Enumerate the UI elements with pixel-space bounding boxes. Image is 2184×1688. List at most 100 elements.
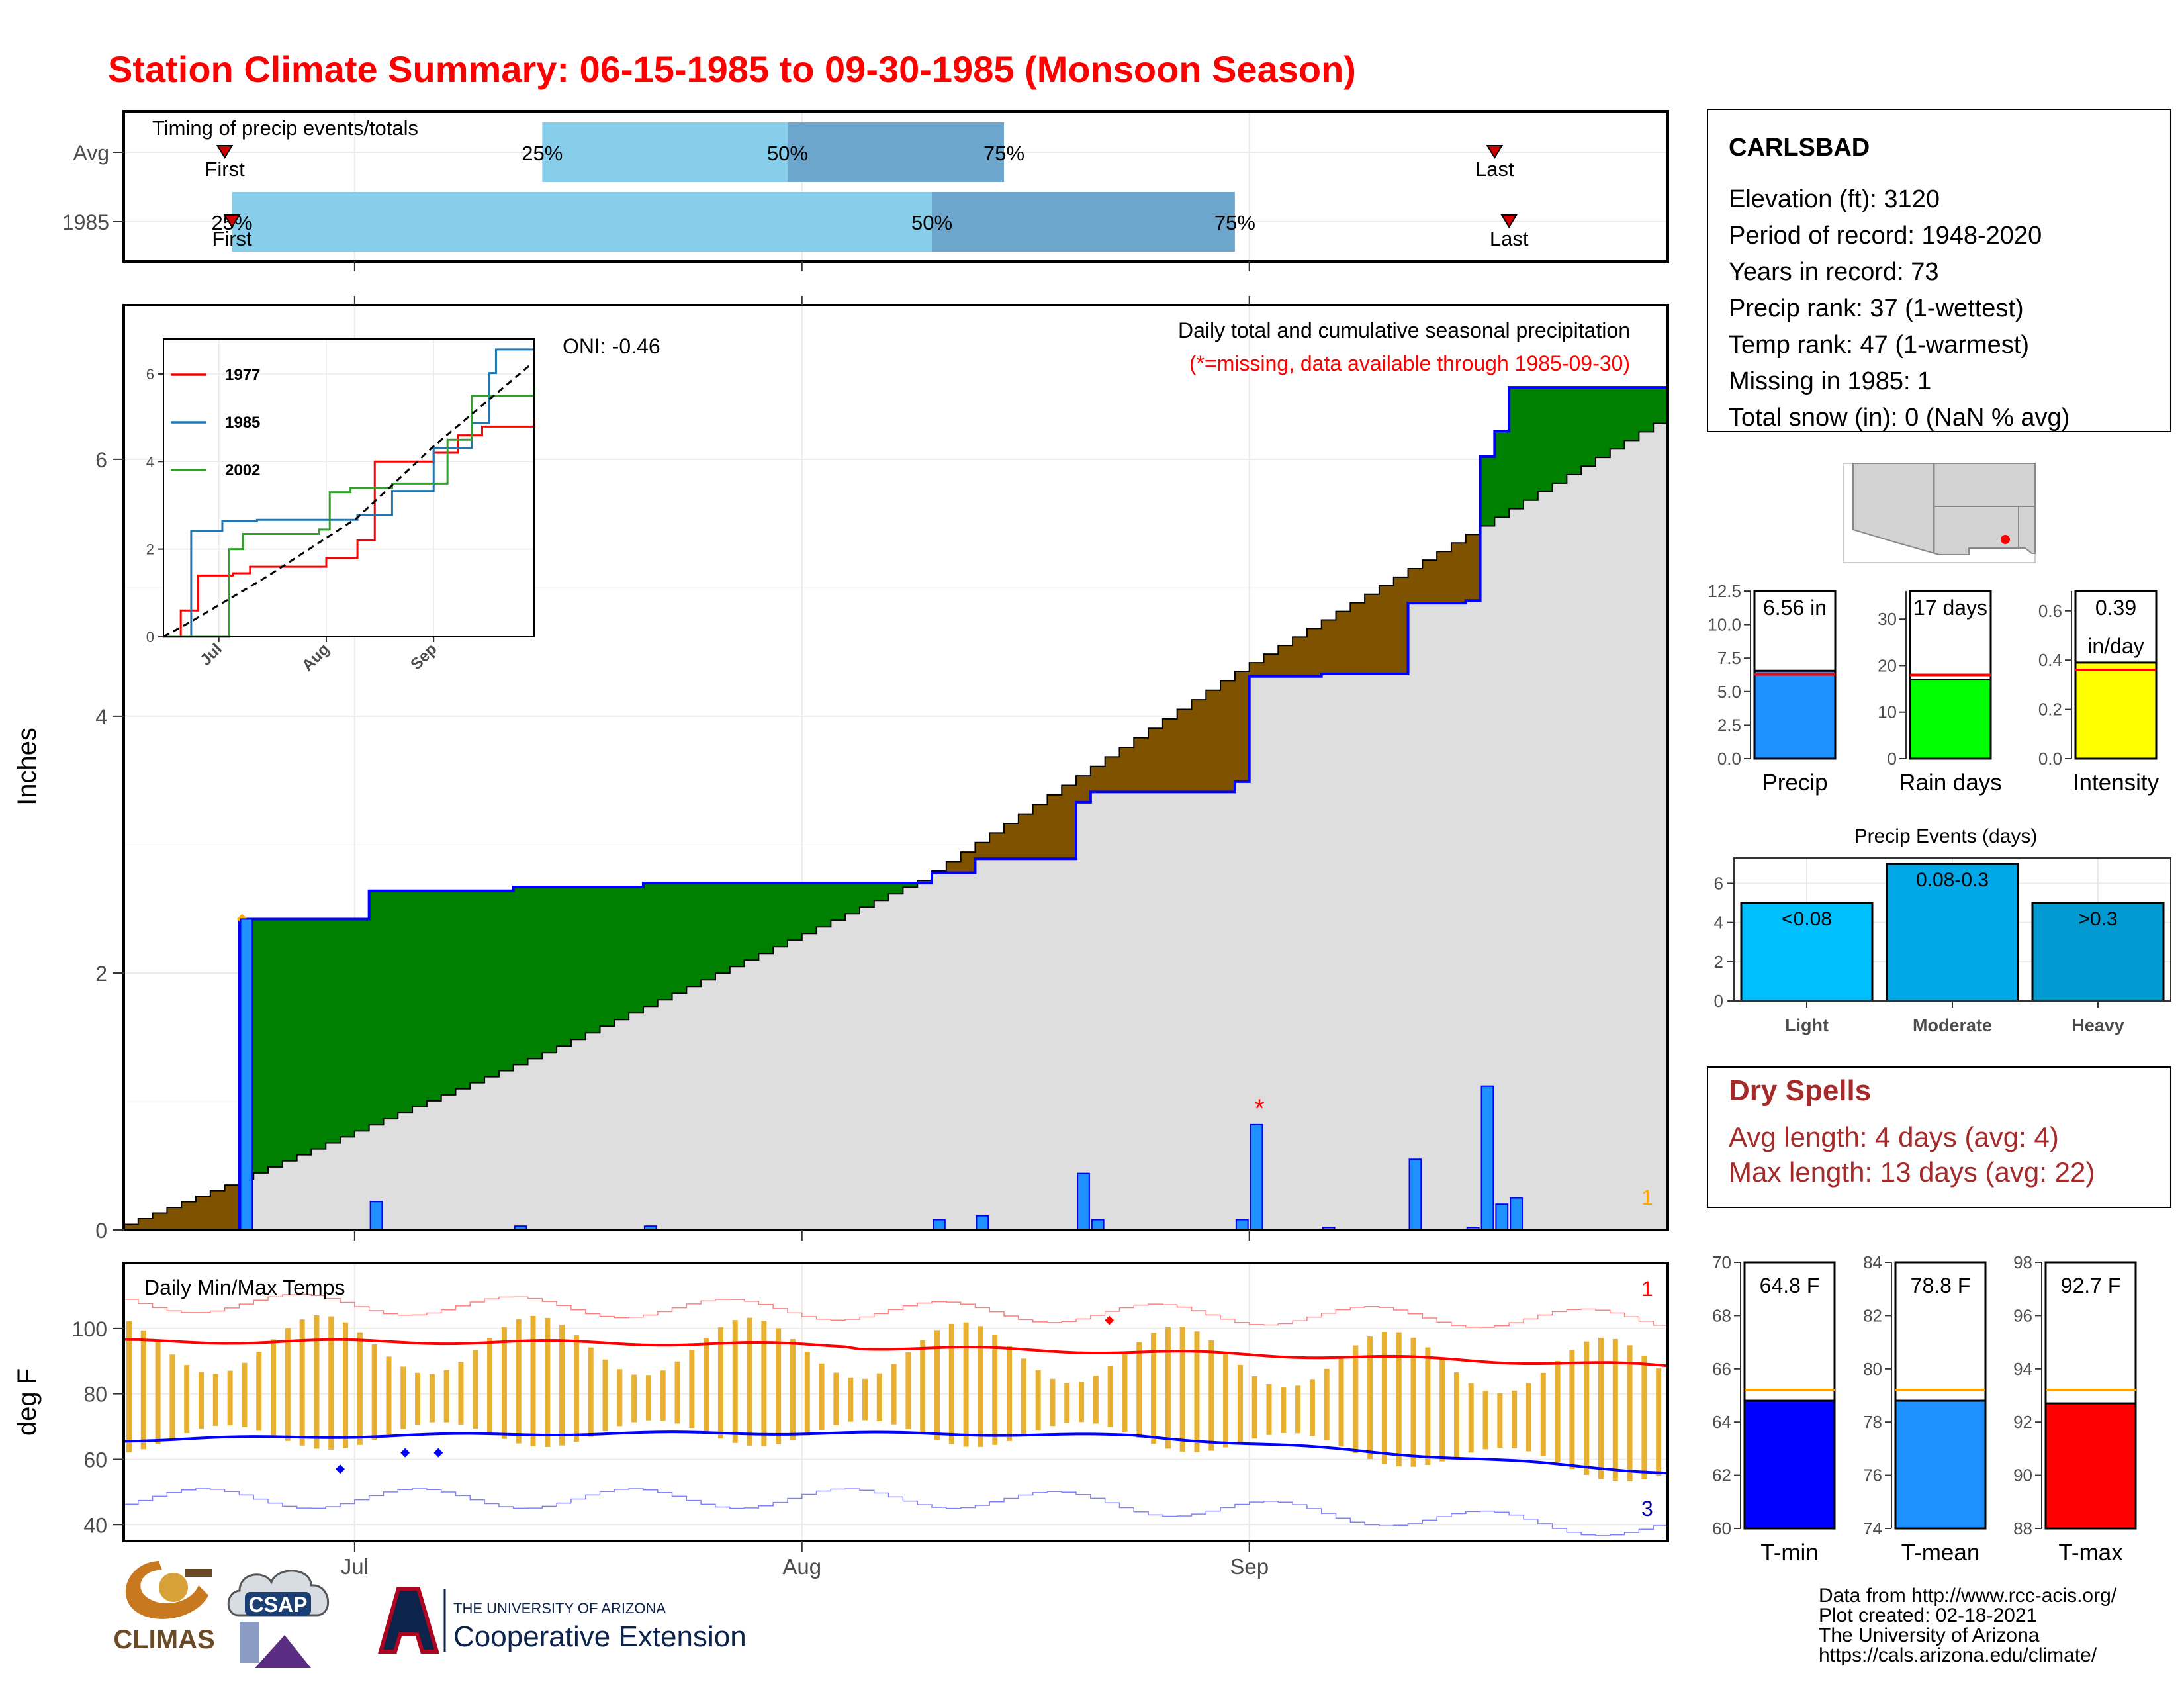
daily-temp-range-bar	[1439, 1359, 1445, 1462]
footer-line: Plot created: 02-18-2021	[1819, 1605, 2037, 1626]
dry-spells-avg: Avg length: 4 days (avg: 4)	[1729, 1121, 2059, 1152]
record-high-line	[124, 1293, 1668, 1328]
cumulative-fill-column	[1076, 802, 1091, 1230]
daily-temp-range-bar	[1627, 1345, 1633, 1481]
daily-temp-range-bar	[516, 1319, 522, 1444]
cumulative-fill-column	[426, 1100, 442, 1230]
cumulative-fill-column	[686, 986, 702, 1230]
daily-temp-range-bar	[1035, 1370, 1041, 1431]
summary-precip-value-label: 6.56 in	[1763, 596, 1827, 620]
station-name: CARLSBAD	[1729, 134, 1870, 162]
cumulative-fill-column	[874, 900, 889, 1230]
cumulative-fill-column	[498, 1070, 514, 1230]
cumulative-fill-column	[888, 894, 904, 1230]
daily-temp-range-bar	[1338, 1356, 1344, 1447]
cumulative-fill-column	[1379, 673, 1394, 1230]
cumulative-fill-column	[773, 947, 788, 1230]
daily-temp-range-bar	[862, 1378, 868, 1421]
cumulative-fill-column	[1523, 500, 1539, 1231]
deficit-area-column	[1365, 594, 1380, 674]
daily-temp-range-bar	[199, 1372, 205, 1429]
cumulative-fill-column	[1422, 603, 1437, 1230]
daily-temp-range-bar	[1324, 1368, 1330, 1441]
daily-temp-range-bar	[415, 1372, 421, 1425]
deficit-area-column	[1306, 628, 1322, 677]
surplus-area-column	[585, 886, 601, 1033]
daily-temp-range-bar	[848, 1377, 854, 1422]
inset-legend-label: 2002	[225, 461, 260, 479]
deficit-area-column	[1119, 747, 1134, 792]
climas-sun	[159, 1573, 188, 1602]
record-low-marker	[433, 1448, 443, 1458]
temp-t-min-tick-label: 68	[1712, 1305, 1731, 1325]
surplus-area-column	[513, 886, 529, 1065]
season-summary-bars: 0.0 2.5 5.0 7.5 10.0 12.5 6.56 in Precip 0 10 20 30…	[1707, 581, 2159, 796]
daily-temp-range-bar	[1050, 1378, 1056, 1427]
cumulative-fill-column	[557, 1046, 572, 1230]
surplus-area-column	[340, 919, 355, 1137]
daily-temp-range-bar	[126, 1321, 132, 1453]
cumulative-fill-column	[412, 1106, 428, 1230]
surplus-area-column	[542, 886, 557, 1053]
daily-temp-range-bar	[920, 1340, 926, 1435]
temp-t-max-tick-label: 96	[2013, 1305, 2032, 1325]
cumulative-fill-column	[1105, 792, 1120, 1230]
temp-panel: 40 60 80 100 Jul Aug Sep Daily Min/Max Temps d…	[13, 1262, 1669, 1579]
station-location-dot	[2001, 535, 2010, 544]
temp-x-tick-label: Jul	[341, 1554, 369, 1579]
daily-temp-range-bar	[1122, 1354, 1128, 1432]
events-y-tick-label: 4	[1714, 913, 1723, 933]
events-bar	[1886, 863, 2019, 1002]
deficit-area-column	[1336, 611, 1351, 674]
temp-t-mean-tick-label: 76	[1863, 1466, 1882, 1485]
dry-spells-frame	[1707, 1066, 2171, 1208]
daily-temp-range-bar	[271, 1339, 277, 1436]
deficit-area-column	[138, 1219, 154, 1230]
daily-temp-range-bar	[1598, 1337, 1604, 1479]
surplus-area-column	[426, 890, 442, 1101]
events-bar	[2031, 902, 2165, 1002]
csap-rain	[240, 1622, 259, 1663]
cumulative-fill-column	[1639, 432, 1654, 1230]
surplus-area-column	[398, 890, 413, 1113]
temp-t-mean-tick-label: 74	[1863, 1519, 1882, 1538]
daily-temp-range-bar	[1107, 1366, 1113, 1427]
daily-precip-bar	[976, 1215, 989, 1231]
daily-temp-range-bar	[1079, 1382, 1085, 1423]
summary-rain-days-tick-label: 10	[1878, 702, 1897, 722]
timing-last-label: Last	[1475, 158, 1514, 181]
timing-row-label: 1985	[62, 211, 109, 234]
deficit-area-column	[167, 1207, 182, 1230]
summary-rain-days-category-label: Rain days	[1899, 770, 2002, 796]
daily-temp-range-bar	[819, 1363, 825, 1430]
surplus-area-column	[484, 890, 500, 1077]
cumulative-fill-column	[268, 1166, 283, 1230]
timing-row-label: Avg	[73, 141, 109, 165]
ua-line2: Cooperative Extension	[453, 1620, 747, 1653]
cumulative-fill-column	[1365, 673, 1380, 1230]
daily-temp-range-bar	[530, 1315, 536, 1446]
daily-temp-range-bar	[1151, 1333, 1157, 1444]
surplus-area-column	[369, 890, 385, 1125]
cumulative-fill-column	[1278, 676, 1293, 1230]
dry-spells-title: Dry Spells	[1729, 1074, 1871, 1107]
cumulative-fill-column	[311, 1149, 326, 1230]
precip-cumulative-areas	[124, 386, 1668, 1231]
daily-temp-range-bar	[602, 1359, 608, 1432]
summary-intensity-value-unit: in/day	[2087, 634, 2144, 658]
temp-t-max-tick-label: 94	[2013, 1359, 2032, 1379]
surplus-area-column	[1552, 387, 1567, 483]
temp-panel-label: Daily Min/Max Temps	[144, 1276, 345, 1299]
ua-line1: THE UNIVERSITY OF ARIZONA	[453, 1600, 666, 1617]
daily-temp-range-bar	[299, 1319, 305, 1446]
daily-temp-range-bar	[1540, 1372, 1546, 1456]
cumulative-fill-column	[1494, 517, 1510, 1230]
deficit-area-column	[1263, 654, 1279, 677]
deficit-area-column	[1422, 560, 1437, 604]
climas-text: CLIMAS	[113, 1625, 214, 1654]
summary-precip-tick-label: 0.0	[1717, 749, 1741, 769]
timing-panel: Timing of precip events/totals Avg 25% 50%…	[62, 110, 1669, 271]
timing-upper-quartile-bar	[932, 192, 1235, 252]
deficit-area-column	[975, 842, 990, 859]
